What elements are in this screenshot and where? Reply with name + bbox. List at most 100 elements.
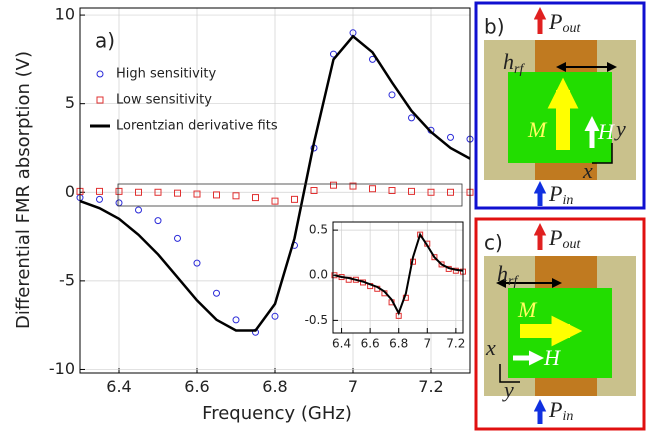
marker	[213, 191, 220, 199]
y-tick-label: -0.5	[305, 313, 328, 327]
marker	[193, 190, 201, 198]
marker	[388, 91, 396, 99]
magnetization: M	[527, 117, 548, 142]
subscript: in	[562, 409, 573, 424]
y-tick-label: 0	[65, 182, 75, 201]
marker	[369, 185, 376, 193]
marker	[291, 195, 298, 203]
magnetization: M	[517, 297, 538, 322]
marker	[96, 187, 103, 195]
main-chart: Differential FMR absorption (V) Frequenc…	[13, 5, 474, 424]
subscript: out	[562, 21, 581, 36]
zoom-rect	[117, 183, 463, 207]
marker	[154, 217, 162, 225]
axes	[592, 143, 613, 164]
subscript: out	[562, 237, 581, 252]
x-tick-label: 6.8	[389, 336, 408, 350]
marker	[438, 261, 445, 268]
marker	[232, 316, 240, 324]
fit-line	[79, 34, 471, 332]
subscript: in	[562, 193, 573, 208]
axis-y: y	[614, 116, 626, 141]
marker	[193, 259, 201, 267]
axis-x: x	[485, 335, 496, 360]
zoom-box	[117, 183, 463, 207]
subscript: rf	[508, 274, 519, 289]
symbol: h	[503, 49, 514, 74]
marker	[310, 187, 318, 194]
marker	[174, 189, 181, 197]
y-tick-label: 10	[55, 5, 75, 24]
plot-frame	[79, 7, 471, 374]
x-tick-label: 6.4	[106, 377, 131, 396]
marker	[154, 188, 162, 196]
diagram-b: b) Pout hrf M H x y Pin	[474, 1, 646, 210]
marker	[369, 55, 376, 63]
y-tick-label: 5	[65, 93, 75, 112]
h-rf: hrf	[503, 49, 525, 77]
marker	[135, 206, 142, 214]
subscript: rf	[514, 62, 525, 77]
marker	[447, 133, 454, 141]
x-tick-label: 6.6	[361, 336, 380, 350]
marker	[349, 182, 357, 190]
legend-label: High sensitivity	[116, 67, 217, 82]
symbol: P	[548, 181, 562, 206]
y-tick-label: 0.0	[309, 268, 328, 282]
axis-x: x	[582, 158, 593, 183]
p-in: Pin	[548, 181, 573, 208]
x-tick-label: 6.8	[262, 377, 287, 396]
legend-label: Lorentzian derivative fits	[116, 119, 278, 134]
x-tick-label: 6.6	[184, 377, 209, 396]
marker	[213, 289, 220, 297]
panel-label: a)	[95, 29, 115, 53]
marker	[408, 114, 415, 122]
marker	[427, 188, 435, 196]
y-tick-label: -5	[59, 270, 75, 289]
marker	[115, 187, 123, 195]
marker	[271, 312, 279, 320]
y-tick-label: -10	[49, 359, 75, 378]
marker	[431, 254, 438, 261]
legend-marker	[96, 96, 104, 104]
h-rf: hrf	[497, 261, 519, 289]
field: H	[597, 119, 615, 144]
symbol: P	[548, 397, 562, 422]
x-tick-label: 6.4	[332, 336, 351, 350]
marker	[330, 181, 337, 189]
inset-background	[333, 222, 463, 333]
panel-label: b)	[484, 15, 505, 39]
marker	[271, 197, 279, 205]
marker	[447, 188, 454, 196]
legend-label: Low sensitivity	[116, 93, 212, 108]
fit-line	[334, 232, 464, 316]
x-tick-label: 7.2	[418, 377, 443, 396]
symbol: P	[548, 9, 562, 34]
x-tick-label: 7	[348, 377, 358, 396]
marker	[408, 187, 415, 195]
axes	[499, 364, 520, 383]
plot-frame	[332, 221, 464, 334]
marker	[388, 187, 396, 194]
symbol: h	[497, 261, 508, 286]
y-axis-title: Differential FMR absorption (V)	[13, 51, 34, 329]
marker	[135, 188, 142, 196]
p-in: Pin	[548, 397, 573, 424]
y-tick-label: 0.5	[309, 223, 328, 237]
marker	[174, 234, 181, 242]
marker	[232, 192, 240, 200]
symbol: P	[548, 225, 562, 250]
panel-label: c)	[484, 231, 503, 255]
marker	[252, 194, 259, 202]
field: H	[543, 345, 561, 370]
x-axis-title: Frequency (GHz)	[202, 403, 352, 424]
axis-y: y	[502, 377, 514, 402]
diagram-c: c) Pout hrf M H x y Pin	[474, 217, 646, 431]
x-tick-label: 7	[423, 336, 431, 350]
legend-marker	[96, 70, 104, 78]
x-tick-label: 7.2	[446, 336, 465, 350]
inset-chart: 6.4 6.6 6.8 7 7.2 -0.5 0.0 0.5	[305, 221, 466, 350]
marker	[96, 195, 103, 203]
